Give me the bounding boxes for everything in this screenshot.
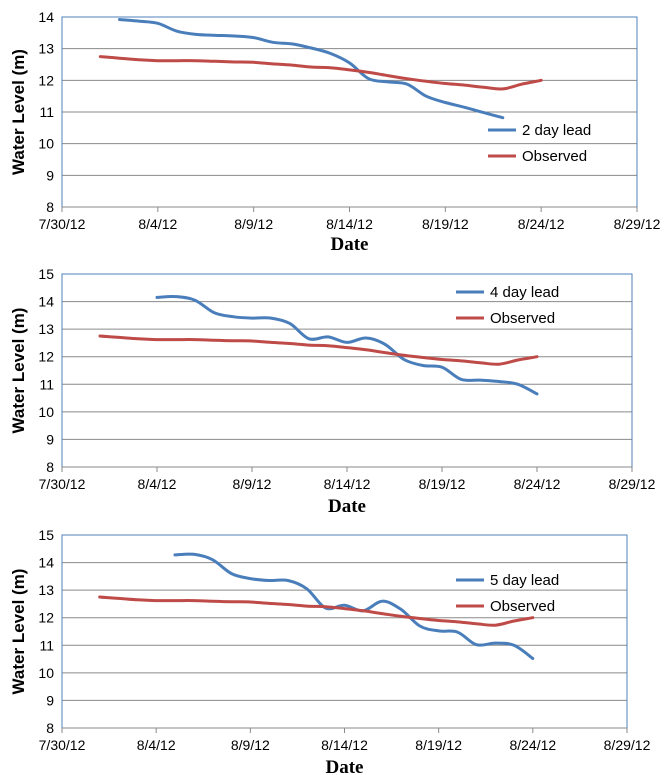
x-tick-label: 8/29/12 bbox=[614, 216, 661, 232]
x-tick-label: 7/30/12 bbox=[39, 476, 86, 492]
y-tick-label: 9 bbox=[46, 692, 54, 708]
y-tick-label: 10 bbox=[38, 136, 54, 152]
x-tick-label: 8/14/12 bbox=[324, 476, 371, 492]
x-tick-label: 8/4/12 bbox=[137, 737, 176, 753]
series-line-observed bbox=[98, 334, 539, 366]
series-line-forecast bbox=[155, 294, 539, 396]
x-axis-title: Date bbox=[328, 496, 366, 517]
x-tick-label: 8/19/12 bbox=[415, 737, 462, 753]
y-tick-label: 9 bbox=[46, 167, 54, 183]
x-tick-label: 8/19/12 bbox=[422, 216, 469, 232]
x-tick-label: 8/19/12 bbox=[419, 476, 466, 492]
series-line-forecast bbox=[118, 18, 505, 120]
plot-frame bbox=[61, 273, 633, 468]
legend-entry: Observed bbox=[522, 148, 587, 165]
x-tick-label: 7/30/12 bbox=[39, 737, 86, 753]
legend-entry: Observed bbox=[490, 310, 555, 327]
y-tick-label: 12 bbox=[38, 72, 54, 88]
legend-entry: 2 day lead bbox=[522, 122, 591, 139]
y-axis-title: Water Level (m) bbox=[9, 308, 28, 434]
x-tick-label: 8/14/12 bbox=[321, 737, 368, 753]
y-axis-title: Water Level (m) bbox=[9, 569, 28, 695]
x-tick-label: 7/30/12 bbox=[39, 216, 86, 232]
x-tick-label: 8/29/12 bbox=[609, 476, 656, 492]
y-tick-label: 8 bbox=[46, 720, 54, 736]
x-tick-label: 8/24/12 bbox=[514, 476, 561, 492]
y-tick-label: 12 bbox=[38, 610, 54, 626]
legend-entry: Observed bbox=[490, 598, 555, 615]
x-tick-label: 8/9/12 bbox=[233, 476, 272, 492]
y-tick-label: 11 bbox=[39, 104, 54, 120]
x-axis-title: Date bbox=[326, 757, 364, 775]
y-tick-label: 14 bbox=[38, 9, 54, 25]
legend-entry: 4 day lead bbox=[490, 284, 559, 301]
y-tick-label: 13 bbox=[38, 321, 54, 337]
x-tick-label: 8/4/12 bbox=[138, 216, 177, 232]
y-tick-label: 10 bbox=[38, 665, 54, 681]
y-tick-label: 8 bbox=[46, 199, 54, 215]
x-tick-label: 8/9/12 bbox=[231, 737, 270, 753]
x-tick-label: 8/24/12 bbox=[518, 216, 565, 232]
y-tick-label: 11 bbox=[39, 637, 54, 653]
x-tick-label: 8/9/12 bbox=[234, 216, 273, 232]
y-tick-label: 14 bbox=[38, 294, 54, 310]
x-tick-label: 8/29/12 bbox=[604, 737, 651, 753]
y-tick-label: 11 bbox=[39, 376, 54, 392]
y-axis-title: Water Level (m) bbox=[9, 49, 28, 175]
plot-frame bbox=[61, 534, 628, 729]
y-tick-label: 13 bbox=[38, 41, 54, 57]
x-axis-title: Date bbox=[331, 234, 369, 255]
legend-entry: 5 day lead bbox=[490, 572, 559, 589]
series-line-observed bbox=[98, 55, 543, 91]
y-tick-label: 14 bbox=[38, 555, 54, 571]
y-tick-label: 8 bbox=[46, 459, 54, 475]
y-tick-label: 10 bbox=[38, 404, 54, 420]
y-tick-label: 12 bbox=[38, 349, 54, 365]
y-tick-label: 15 bbox=[38, 527, 54, 543]
series-line-observed bbox=[98, 595, 535, 627]
x-tick-label: 8/4/12 bbox=[138, 476, 177, 492]
y-tick-label: 13 bbox=[38, 582, 54, 598]
y-tick-label: 9 bbox=[46, 431, 54, 447]
x-tick-label: 8/24/12 bbox=[509, 737, 556, 753]
y-tick-label: 15 bbox=[38, 266, 54, 282]
x-tick-label: 8/14/12 bbox=[326, 216, 373, 232]
